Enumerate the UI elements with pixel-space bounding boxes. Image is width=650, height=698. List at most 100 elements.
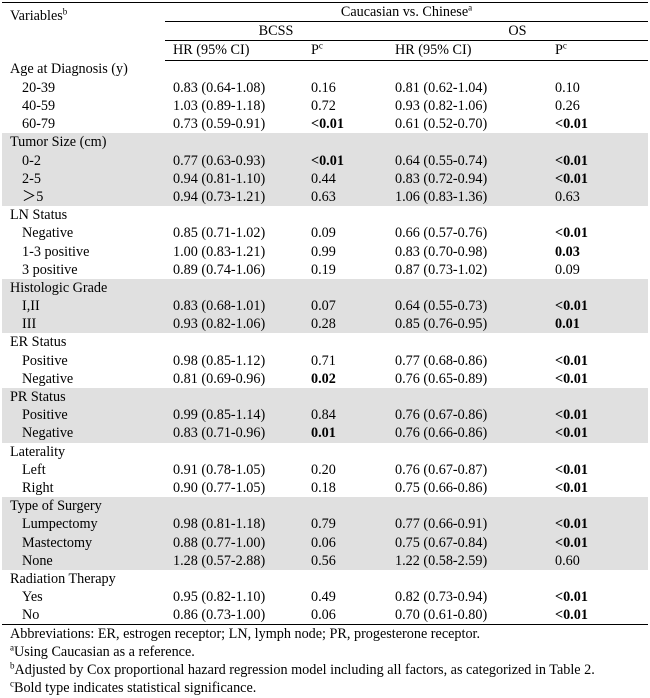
empty-cell [387, 443, 547, 461]
empty-cell [165, 497, 303, 516]
comparison-label: Caucasian vs. Chinese [340, 4, 469, 21]
empty-cell [387, 387, 547, 407]
os-hr-cell: 0.77 (0.68-0.86) [395, 352, 488, 369]
os-p-cell: <0.01 [555, 370, 588, 387]
os-hr-cell: 0.83 (0.72-0.94) [387, 169, 547, 188]
table-row: 2-5 0.94 (0.81-1.10) 0.44 0.83 (0.72-0.94) <… [2, 169, 648, 188]
group-title: Radiation Therapy [10, 570, 116, 587]
bcss-hr-cell: 0.83 (0.71-0.96) [165, 424, 303, 443]
bcss-p-cell: 0.06 [303, 533, 387, 552]
empty-cell [547, 497, 648, 516]
table-row: Negative 0.85 (0.71-1.02) 0.09 0.66 (0.57-0… [2, 224, 648, 242]
os-p-cell: <0.01 [555, 352, 588, 369]
row-label: Positive [2, 406, 165, 425]
footnote-marker: b [10, 660, 15, 671]
os-hr-cell: 0.61 (0.52-0.70) [395, 116, 488, 133]
empty-cell [165, 278, 303, 297]
table-row: Positive 0.99 (0.85-1.14) 0.84 0.76 (0.67-0… [2, 406, 648, 425]
os-p-sup: c [562, 40, 567, 51]
group-header-row: Radiation Therapy [2, 570, 648, 588]
empty-cell [387, 333, 547, 351]
header-row-1: Variablesb Caucasian vs. Chinesea [2, 1, 648, 61]
bcss-hr-cell: 1.00 (0.83-1.21) [173, 243, 266, 260]
group-title: Histologic Grade [2, 278, 165, 297]
empty-cell [165, 570, 303, 588]
os-p-cell: <0.01 [555, 461, 588, 478]
group-title: PR Status [2, 387, 165, 407]
bcss-header: BCSS [165, 21, 387, 42]
os-hr-cell: 0.75 (0.66-0.86) [395, 479, 488, 496]
row-label: Yes [22, 589, 43, 606]
table-row: I,II 0.83 (0.68-1.01) 0.07 0.64 (0.55-0.73)… [2, 297, 648, 316]
row-label: ＞5 [2, 187, 165, 207]
bcss-hr-cell: 0.91 (0.78-1.05) [173, 461, 266, 478]
bcss-p-sup: c [318, 40, 323, 51]
os-hr-cell: 0.76 (0.65-0.89) [395, 370, 488, 387]
group-title: Tumor Size (cm) [2, 133, 165, 152]
bcss-p-cell: 0.72 [311, 98, 336, 115]
comparison-sup: a [468, 2, 473, 13]
variables-header: Variablesb [2, 2, 165, 61]
empty-cell [547, 443, 648, 461]
variables-label: Variables [10, 8, 63, 24]
bcss-hr-cell: 1.28 (0.57-2.88) [165, 551, 303, 570]
bcss-hr-cell: 0.88 (0.77-1.00) [165, 533, 303, 552]
table-row: Left 0.91 (0.78-1.05) 0.20 0.76 (0.67-0.87)… [2, 461, 648, 479]
row-label: Negative [2, 424, 165, 443]
os-hr-cell: 0.76 (0.66-0.86) [387, 424, 547, 443]
hazard-ratio-table: Variablesb Caucasian vs. Chinesea BCSS O… [2, 1, 648, 626]
row-label: 2-5 [2, 169, 165, 188]
empty-cell [547, 333, 648, 351]
empty-cell [387, 133, 547, 152]
empty-cell [387, 570, 547, 588]
bcss-hr-cell: 1.03 (0.89-1.18) [173, 98, 266, 115]
table-row: 60-79 0.73 (0.59-0.91) <0.01 0.61 (0.52-0.7… [2, 115, 648, 133]
bcss-p-cell: 0.02 [311, 370, 336, 387]
empty-cell [303, 333, 387, 351]
os-p-cell: <0.01 [547, 533, 648, 552]
empty-cell [165, 206, 303, 224]
row-label: 1-3 positive [22, 243, 90, 260]
os-p-cell: 0.09 [555, 261, 580, 278]
footnote-marker: a [10, 642, 14, 653]
group-header-row: PR Status [2, 387, 648, 407]
footnote-text: Using Caucasian as a reference. [14, 644, 195, 661]
os-hr-cell: 0.75 (0.67-0.84) [387, 533, 547, 552]
bcss-p-cell: 0.20 [311, 461, 336, 478]
group-title: Age at Diagnosis (y) [10, 61, 128, 78]
variables-sup: b [62, 6, 68, 17]
os-p-cell: 0.60 [547, 551, 648, 570]
empty-cell [387, 206, 547, 224]
row-label: Negative [22, 370, 74, 387]
row-label: I,II [2, 297, 165, 316]
group-title: Type of Surgery [2, 497, 165, 516]
empty-cell [547, 133, 648, 152]
empty-cell [387, 497, 547, 516]
table-row: Lumpectomy 0.98 (0.81-1.18) 0.79 0.77 (0.66… [2, 515, 648, 534]
os-hr-cell: 0.93 (0.82-1.06) [395, 98, 488, 115]
empty-cell [303, 60, 387, 79]
row-label: Positive [22, 352, 68, 369]
empty-cell [165, 333, 303, 351]
os-p-cell: <0.01 [547, 169, 648, 188]
os-hr-cell: 0.66 (0.57-0.76) [395, 225, 488, 242]
table-row: Mastectomy 0.88 (0.77-1.00) 0.06 0.75 (0.67… [2, 533, 648, 552]
table-row: 20-39 0.83 (0.64-1.08) 0.16 0.81 (0.62-1.04… [2, 79, 648, 97]
os-p-cell: 0.26 [555, 98, 580, 115]
footnote: aUsing Caucasian as a reference. [10, 642, 650, 662]
group-title: LN Status [10, 207, 68, 224]
table-row: 0-2 0.77 (0.63-0.93) <0.01 0.64 (0.55-0.74)… [2, 151, 648, 170]
bcss-p-cell: 0.19 [311, 261, 336, 278]
os-p-label: P [555, 42, 563, 59]
table-row: Yes 0.95 (0.82-1.10) 0.49 0.82 (0.73-0.94) <… [2, 588, 648, 606]
header-row-3: HR (95% CI) Pc HR (95% CI) Pc [2, 40, 648, 61]
group-header-row: Age at Diagnosis (y) [2, 60, 648, 79]
bcss-hr-cell: 0.93 (0.82-1.06) [165, 315, 303, 334]
empty-cell [303, 133, 387, 152]
table-row: No 0.86 (0.73-1.00) 0.06 0.70 (0.61-0.80) <0… [2, 606, 648, 626]
header-row-2: BCSS OS [2, 21, 648, 42]
table-row: Negative 0.83 (0.71-0.96) 0.01 0.76 (0.66-0… [2, 424, 648, 443]
empty-cell [303, 387, 387, 407]
row-label: 0-2 [2, 151, 165, 170]
os-p-cell: 0.01 [547, 315, 648, 334]
